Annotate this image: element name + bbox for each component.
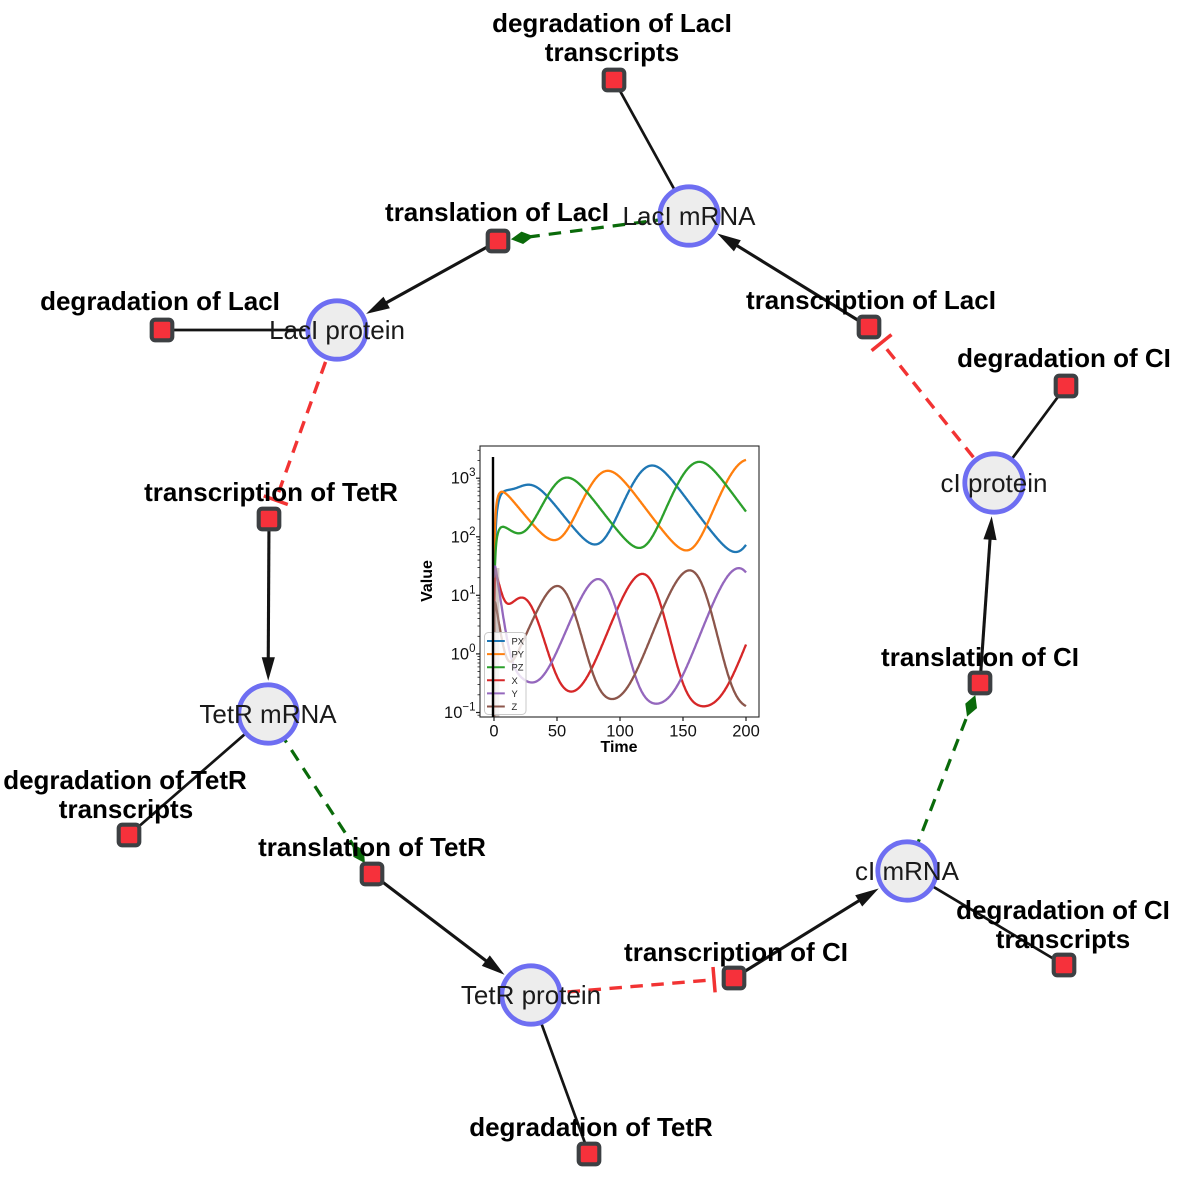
svg-text:200: 200 (732, 723, 760, 741)
svg-text:150: 150 (669, 723, 697, 741)
svg-text:degradation of TetR: degradation of TetR (469, 1112, 713, 1142)
svg-text:Z: Z (512, 701, 518, 712)
svg-text:transcription of LacI: transcription of LacI (746, 285, 996, 315)
svg-text:degradation of TetR: degradation of TetR (3, 765, 247, 795)
svg-text:cI protein: cI protein (941, 468, 1048, 498)
svg-text:Y: Y (512, 688, 519, 699)
svg-text:transcription of TetR: transcription of TetR (144, 477, 398, 507)
svg-text:degradation of CI: degradation of CI (957, 343, 1171, 373)
svg-text:Time: Time (600, 739, 637, 756)
svg-text:degradation of LacI: degradation of LacI (492, 8, 732, 38)
svg-text:PZ: PZ (512, 662, 524, 673)
svg-text:cI mRNA: cI mRNA (855, 856, 960, 886)
svg-text:0: 0 (489, 723, 498, 741)
svg-text:degradation of LacI: degradation of LacI (40, 286, 280, 316)
svg-text:degradation of CI: degradation of CI (956, 895, 1170, 925)
svg-text:transcripts: transcripts (545, 37, 679, 67)
svg-text:LacI protein: LacI protein (269, 315, 405, 345)
svg-text:50: 50 (548, 723, 566, 741)
svg-text:TetR protein: TetR protein (461, 980, 601, 1010)
svg-text:PX: PX (512, 636, 525, 647)
svg-text:PY: PY (512, 649, 525, 660)
svg-text:100: 100 (606, 723, 634, 741)
svg-text:X: X (512, 675, 519, 686)
svg-text:Value: Value (419, 560, 436, 602)
svg-text:translation of LacI: translation of LacI (385, 197, 609, 227)
svg-text:translation of CI: translation of CI (881, 642, 1079, 672)
svg-text:translation of TetR: translation of TetR (258, 832, 486, 862)
svg-text:transcripts: transcripts (59, 794, 193, 824)
svg-text:transcripts: transcripts (996, 924, 1130, 954)
svg-text:transcription of CI: transcription of CI (624, 937, 848, 967)
svg-text:TetR mRNA: TetR mRNA (199, 699, 337, 729)
svg-text:LacI mRNA: LacI mRNA (623, 201, 757, 231)
